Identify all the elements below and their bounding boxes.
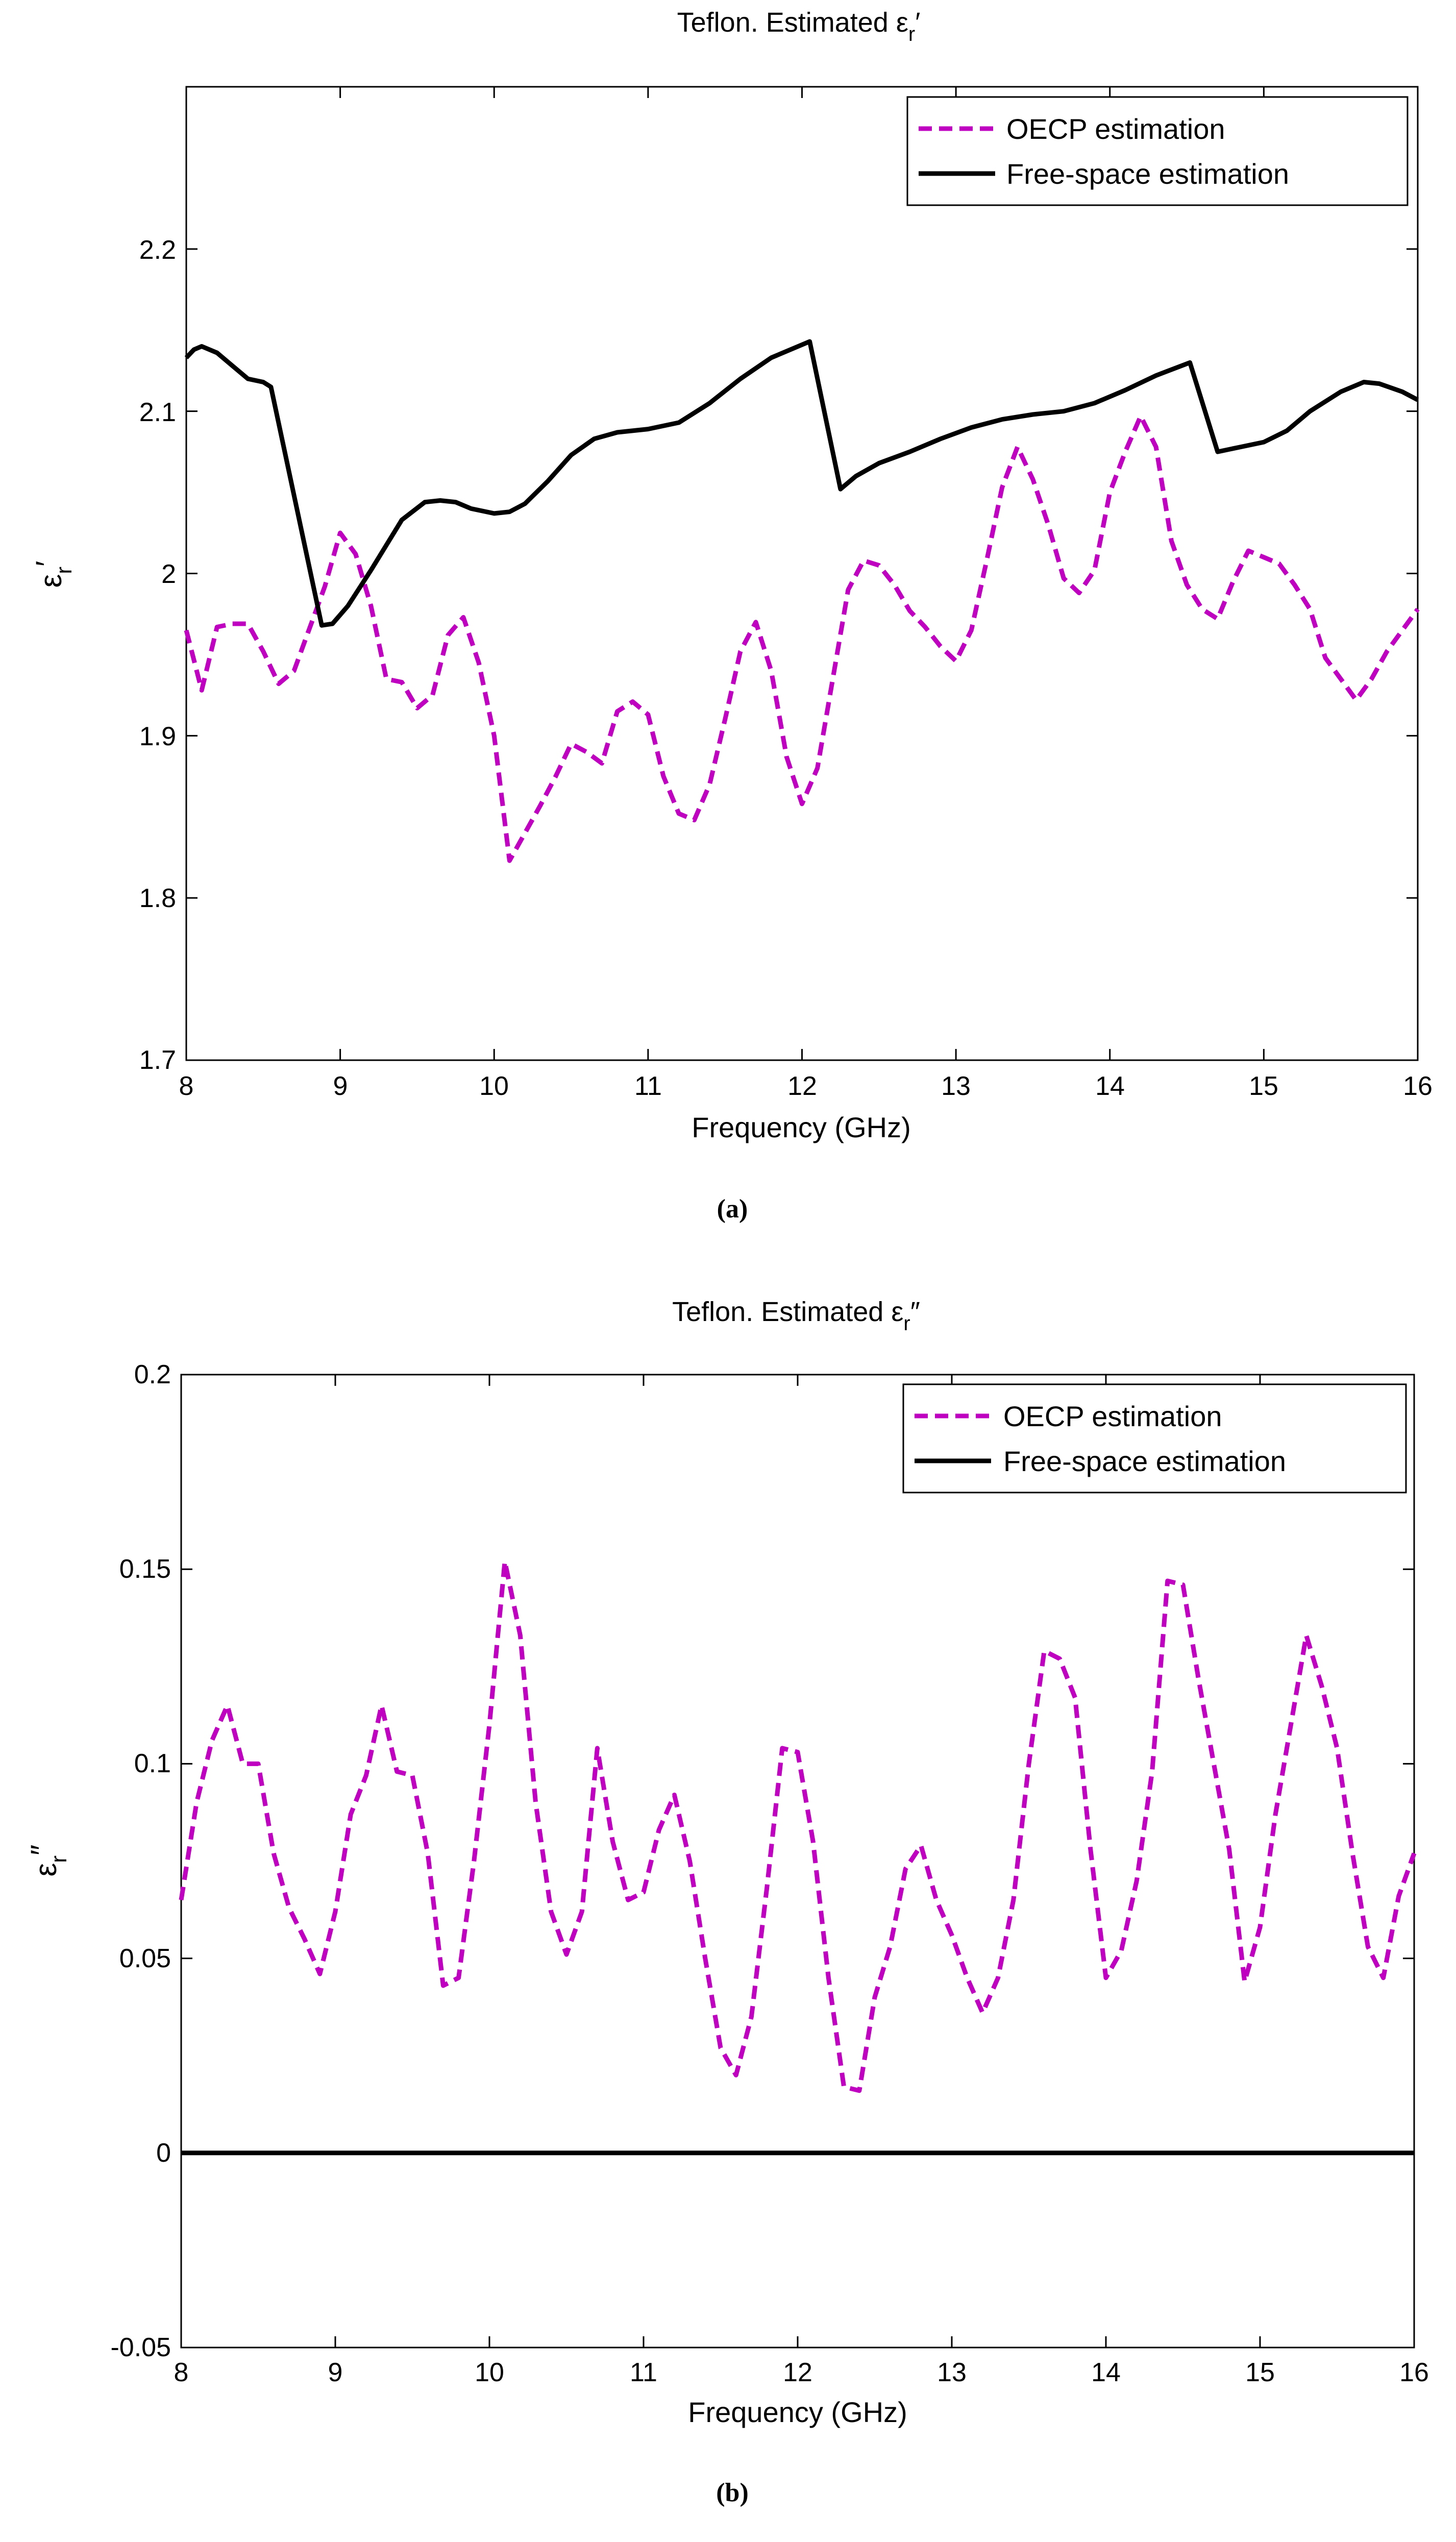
panel-a-legend-box [906, 96, 1409, 206]
panel-b-ytick-labels: -0.05 0 0.05 0.1 0.15 0.2 [110, 1360, 171, 2362]
panel-a-caption: (a) [717, 1194, 748, 1224]
panel-a-ylabel-sub: r [52, 567, 77, 574]
panel-a-xtick-label: 13 [941, 1071, 971, 1101]
panel-a-ytick-label: 1.9 [139, 722, 176, 751]
panel-a-legend: OECP estimation Free-space estimation [906, 96, 1409, 206]
panel-b-caption: (b) [716, 2478, 749, 2507]
panel-b-xtick-label: 16 [1399, 2358, 1429, 2387]
panel-a-xtick-label: 15 [1249, 1071, 1278, 1101]
panel-b-title-prime: ″ [910, 1297, 920, 1327]
panel-b-plot-area [180, 1374, 1415, 2349]
panel-b-legend-box [902, 1383, 1407, 1494]
panel-a-xtick-label: 10 [479, 1071, 509, 1101]
panel-b-xtick-label: 12 [783, 2358, 812, 2387]
panel-a-chart: Teflon. Estimated εr′ 1.7 1.8 1.9 2 2.1 … [30, 7, 1433, 1224]
panel-a-ylabel-main: ε [34, 574, 68, 588]
panel-a-ytick-label: 2 [161, 559, 176, 589]
panel-b-ytick-label: 0.2 [134, 1360, 171, 1389]
panel-b-chart: Teflon. Estimated εr″ -0.05 0 0.05 0.1 0… [24, 1297, 1429, 2507]
panel-b-ylabel-sub: r [46, 1855, 71, 1863]
panel-b-xtick-label: 14 [1091, 2358, 1121, 2387]
panel-a-free-space-line [184, 339, 1419, 628]
panel-a-ytick-label: 1.8 [139, 884, 176, 913]
panel-a-xtick-label: 9 [333, 1071, 348, 1101]
panel-b-series [179, 1559, 1417, 2156]
panel-a-title-prime: ′ [915, 7, 920, 38]
panel-b-legend-free-space-label: Free-space estimation [1003, 1445, 1286, 1477]
panel-a-legend-oecp-label: OECP estimation [1006, 113, 1225, 145]
panel-a-ytick-label: 2.2 [139, 235, 176, 265]
panel-a-xtick-label: 12 [787, 1071, 817, 1101]
panel-b-ylabel: εr″ [24, 1845, 71, 1877]
panel-a-ytick-labels: 1.7 1.8 1.9 2 2.1 2.2 [139, 235, 176, 1075]
panel-a-ytick-label: 1.7 [139, 1045, 176, 1075]
panel-a-title-sub: r [908, 23, 915, 45]
panel-b-xtick-label: 13 [937, 2358, 967, 2387]
panel-b-ytick-label: 0.1 [134, 1749, 171, 1778]
panel-a-xtick-labels: 8 9 10 11 12 13 14 15 16 [179, 1071, 1433, 1101]
panel-a-plot-area [185, 86, 1419, 1061]
panel-b-xtick-label: 9 [328, 2358, 343, 2387]
panel-b-title: Teflon. Estimated εr″ [672, 1297, 920, 1335]
panel-a-oecp-line [184, 413, 1420, 863]
panel-a-xlabel: Frequency (GHz) [692, 1111, 910, 1143]
panel-a-series [184, 339, 1420, 863]
panel-b-xlabel: Frequency (GHz) [688, 2396, 907, 2428]
panel-a-legend-free-space-label: Free-space estimation [1006, 158, 1289, 190]
panel-b-ytick-label: 0.05 [119, 1944, 171, 1973]
panel-b-legend-oecp-label: OECP estimation [1003, 1400, 1222, 1432]
panel-b-xtick-labels: 8 9 10 11 12 13 14 15 16 [174, 2358, 1429, 2387]
panel-a-title: Teflon. Estimated εr′ [677, 7, 921, 45]
panel-b-ticks [180, 1374, 1415, 2349]
panel-b-xtick-label: 15 [1245, 2358, 1275, 2387]
panel-a-xtick-label: 14 [1095, 1071, 1125, 1101]
panel-b-ytick-label: 0 [156, 2138, 171, 2168]
panel-b-ylabel-main: ε [29, 1863, 63, 1877]
panel-a-ylabel-prime: ′ [30, 561, 64, 567]
panel-a-ticks [185, 87, 1419, 1061]
panel-b-ylabel-prime: ″ [24, 1845, 59, 1855]
panel-a-xtick-label: 16 [1403, 1071, 1433, 1101]
panel-a-ylabel: εr′ [30, 561, 77, 588]
panel-b-xtick-label: 11 [630, 2358, 657, 2387]
panel-b-title-main: Teflon. Estimated ε [672, 1297, 903, 1327]
panel-a-xtick-label: 8 [179, 1071, 194, 1101]
panel-a-xtick-label: 11 [634, 1071, 662, 1101]
panel-b-xtick-label: 8 [174, 2358, 189, 2387]
panel-b-ytick-label: 0.15 [119, 1554, 171, 1584]
panel-b-ytick-label: -0.05 [110, 2333, 171, 2362]
panel-b-legend: OECP estimation Free-space estimation [902, 1383, 1407, 1494]
panel-a-ytick-label: 2.1 [139, 398, 176, 427]
panel-b-oecp-line [179, 1559, 1417, 2093]
panel-b-xtick-label: 10 [475, 2358, 504, 2387]
panel-b-title-sub: r [903, 1312, 910, 1335]
panel-a-title-main: Teflon. Estimated ε [677, 7, 908, 38]
